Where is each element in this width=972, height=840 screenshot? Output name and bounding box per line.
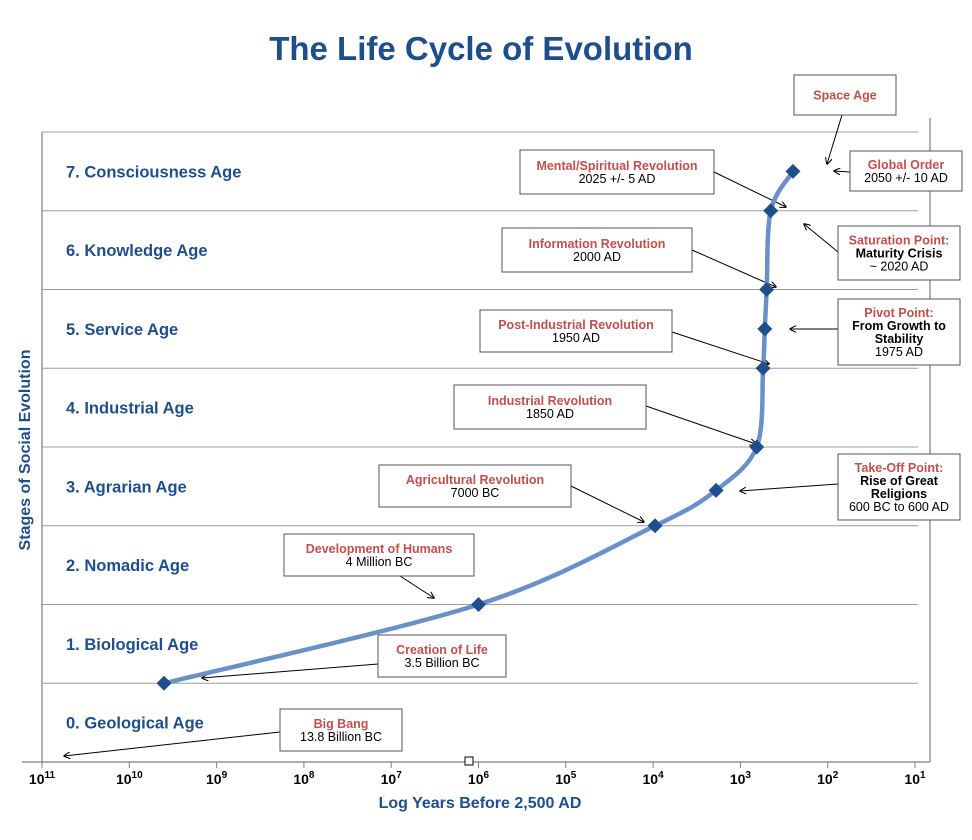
annotation-detail: 2050 +/- 10 AD — [864, 171, 948, 185]
stage-label: 7. Consciousness Age — [66, 163, 241, 181]
annotation-detail: 600 BC to 600 AD — [849, 500, 949, 514]
x-tick-label: 102 — [817, 770, 839, 787]
stage-label: 0. Geological Age — [66, 715, 204, 733]
annotation-arrow — [645, 405, 756, 444]
annotation-title: Information Revolution — [529, 237, 666, 251]
annotation-title: Saturation Point: — [849, 234, 950, 248]
annotation-detail: 1975 AD — [875, 345, 923, 359]
annotation-arrow — [64, 731, 281, 756]
annotation-title: Development of Humans — [306, 542, 453, 556]
curve-point-marker — [156, 675, 172, 691]
annotation-detail: Stability — [875, 332, 924, 346]
x-axis-ticks: 1011 1010 109 108 107 106 105 104 103 102 101 — [29, 756, 926, 787]
chart-title: The Life Cycle of Evolution — [269, 30, 693, 67]
evolution-curve — [161, 169, 796, 686]
axis-midpoint-marker — [464, 756, 474, 766]
annotation-detail: 2000 AD — [573, 250, 621, 264]
annotation-box — [837, 225, 961, 281]
annotation-box — [377, 634, 507, 678]
x-tick-label: 109 — [206, 770, 228, 787]
annotation-box — [283, 533, 475, 577]
annotation-title: Global Order — [868, 158, 945, 172]
annotation-arrows — [64, 114, 851, 756]
stage-label: 2. Nomadic Age — [66, 557, 189, 575]
curve-point-marker — [785, 163, 801, 179]
x-tick-label: 101 — [904, 770, 926, 787]
curve-point-marker — [755, 360, 771, 376]
annotation-arrow — [740, 483, 839, 491]
annotation-title: Industrial Revolution — [488, 394, 612, 408]
annotation-box — [279, 708, 403, 752]
stage-label: 5. Service Age — [66, 321, 178, 339]
annotation-title: Agricultural Revolution — [406, 473, 544, 487]
stage-label: 6. Knowledge Age — [66, 242, 208, 260]
x-tick-label: 1011 — [29, 770, 56, 787]
stage-label: 1. Biological Age — [66, 636, 198, 654]
annotation-title: Post-Industrial Revolution — [498, 318, 654, 332]
annotation-detail: Rise of Great — [860, 474, 939, 488]
annotation-arrow — [834, 171, 851, 172]
annotation-title: Creation of Life — [396, 643, 488, 657]
annotation-title: Take-Off Point: — [855, 461, 944, 475]
annotation-box — [378, 464, 572, 508]
annotation-title: Space Age — [813, 89, 877, 103]
stage-labels: 0. Geological Age 1. Biological Age 2. Nom… — [66, 163, 241, 732]
annotation-detail: 7000 BC — [451, 486, 500, 500]
annotation-detail: 2025 +/- 5 AD — [579, 172, 656, 186]
evolution-curve-line — [161, 169, 796, 686]
curve-point-marker — [757, 321, 773, 337]
annotation-box — [501, 227, 693, 273]
annotation-arrow — [570, 485, 644, 522]
curve-point-marker — [471, 597, 486, 612]
annotation-detail: From Growth to — [852, 319, 946, 333]
x-tick-label: 108 — [293, 770, 315, 787]
curve-point-marker — [647, 518, 663, 534]
annotation-arrow — [827, 114, 843, 164]
curve-markers — [156, 163, 801, 691]
x-tick-label: 103 — [730, 770, 752, 787]
annotation-box — [837, 453, 961, 521]
annotation-box — [837, 298, 961, 366]
annotation-arrow — [671, 331, 769, 364]
stage-label: 4. Industrial Age — [66, 400, 194, 418]
curve-point-marker — [763, 203, 779, 219]
annotation-detail: 13.8 Billion BC — [300, 730, 382, 744]
annotation-detail: Religions — [871, 487, 927, 501]
x-tick-label: 106 — [468, 770, 490, 787]
annotation-title: Big Bang — [314, 717, 369, 731]
annotation-arrow — [399, 575, 434, 598]
curve-point-marker — [708, 482, 724, 498]
annotation-title: Mental/Spiritual Revolution — [536, 159, 697, 173]
annotation-title: Pivot Point: — [864, 306, 933, 320]
annotation-arrow — [804, 224, 839, 253]
annotation-box — [849, 150, 963, 192]
annotation-detail: ~ 2020 AD — [870, 260, 929, 274]
annotation-detail: 4 Million BC — [346, 555, 413, 569]
annotation-box — [793, 74, 897, 116]
annotation-arrow — [202, 663, 379, 678]
annotation-arrow — [691, 249, 776, 287]
annotation-detail: 1950 AD — [552, 331, 600, 345]
x-tick-label: 105 — [555, 770, 577, 787]
stage-label: 3. Agrarian Age — [66, 478, 187, 496]
x-axis-label: Log Years Before 2,500 AD — [379, 795, 582, 812]
annotation-box — [479, 309, 673, 353]
annotation-detail: 1850 AD — [526, 407, 574, 421]
x-tick-label: 104 — [643, 770, 665, 787]
annotation-detail: 3.5 Billion BC — [404, 656, 479, 670]
annotation-box — [519, 149, 715, 195]
curve-point-marker — [759, 282, 775, 297]
annotation-detail: Maturity Crisis — [856, 247, 943, 261]
curve-point-marker — [749, 439, 765, 455]
x-tick-label: 1010 — [116, 770, 143, 787]
annotation-box — [453, 384, 647, 430]
x-tick-label: 107 — [381, 770, 403, 787]
y-axis-label: Stages of Social Evolution — [17, 350, 34, 551]
